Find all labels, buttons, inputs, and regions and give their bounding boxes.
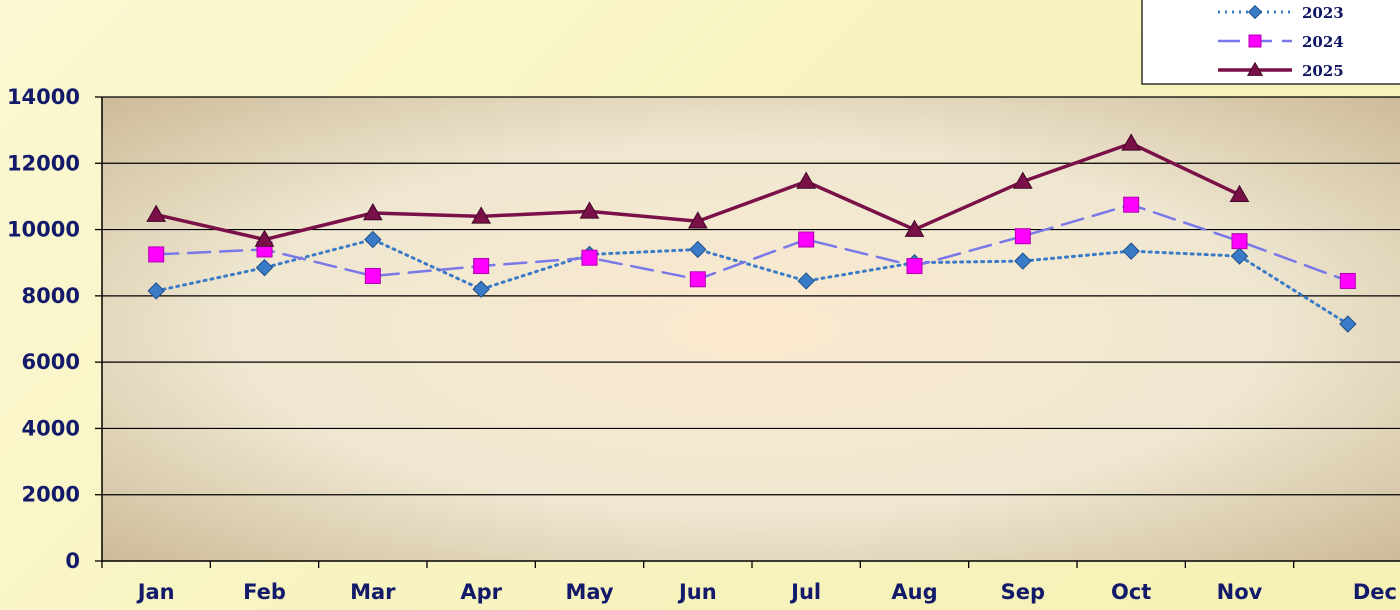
data-point-2025 (1121, 133, 1142, 151)
data-point-2023 (1014, 252, 1032, 270)
data-point-2025 (1012, 171, 1033, 189)
y-tick-label: 4000 (22, 416, 80, 440)
data-point-2023 (472, 280, 490, 298)
y-tick-label: 8000 (22, 284, 80, 308)
y-tick-label: 14000 (7, 85, 80, 109)
data-point-2025 (579, 201, 600, 219)
legend: 2023 2024 2025 (1141, 0, 1400, 85)
data-point-2025 (904, 219, 925, 237)
data-point-2024 (689, 271, 706, 288)
axes (95, 96, 1400, 568)
gridlines (102, 96, 1400, 496)
legend-label-2023: 2023 (1302, 4, 1344, 22)
series-line-2023 (154, 238, 1350, 326)
legend-label-2024: 2024 (1302, 33, 1344, 51)
x-tick-label: Sep (1001, 580, 1045, 604)
data-point-2025 (254, 229, 275, 247)
data-point-2025 (471, 206, 492, 224)
data-point-2024 (148, 246, 165, 263)
data-point-2024 (1014, 228, 1031, 245)
data-point-2025 (1229, 184, 1250, 203)
data-point-2025 (796, 171, 817, 189)
plot-area (102, 97, 1400, 561)
series-2024 (148, 196, 1356, 289)
data-point-2025 (362, 202, 383, 221)
data-point-2024 (1339, 272, 1356, 289)
y-axis-tick-labels: 0 2000 4000 6000 8000 10000 12000 14000 (7, 85, 80, 573)
data-point-2023 (147, 282, 165, 300)
data-point-2024 (1123, 196, 1140, 213)
legend-label-2025: 2025 (1302, 62, 1344, 80)
data-point-2023 (1339, 315, 1357, 333)
series-line-2024 (154, 203, 1350, 283)
data-point-2023 (364, 230, 382, 249)
data-point-2025 (146, 204, 167, 222)
data-point-2024 (798, 231, 815, 248)
x-axis-tick-labels: Jan Feb Mar Apr May Jun Jul Aug Sep Oct Nov Dec (136, 580, 1397, 604)
x-tick-label: Apr (460, 580, 502, 604)
legend-marker-2024 (1248, 34, 1262, 48)
x-tick-label: Jun (677, 580, 717, 604)
x-tick-label: Jul (789, 580, 821, 604)
x-tick-label: Dec (1353, 580, 1397, 604)
series-group (146, 133, 1357, 333)
data-point-2024 (906, 258, 923, 275)
y-tick-label: 10000 (7, 218, 80, 242)
x-tick-label: Nov (1217, 580, 1263, 604)
data-point-2024 (581, 249, 598, 266)
data-point-2023 (1230, 247, 1249, 265)
data-point-2024 (1231, 233, 1248, 250)
data-point-2023 (255, 258, 274, 277)
legend-marker-2025 (1246, 61, 1264, 76)
x-tick-label: May (565, 580, 613, 604)
x-tick-label: Mar (350, 580, 396, 604)
series-2025 (146, 133, 1250, 247)
legend-marker-2023 (1247, 4, 1263, 20)
data-point-2024 (364, 267, 381, 284)
data-point-2025 (687, 211, 708, 229)
y-tick-label: 0 (65, 549, 80, 573)
data-point-2023 (689, 240, 707, 259)
data-point-2023 (1122, 242, 1140, 260)
data-point-2023 (797, 272, 815, 290)
x-tick-label: Feb (243, 580, 286, 604)
x-tick-label: Aug (891, 580, 937, 604)
y-tick-label: 6000 (22, 350, 80, 374)
y-tick-label: 2000 (22, 483, 80, 507)
y-tick-label: 12000 (7, 151, 80, 175)
x-tick-label: Jan (136, 580, 175, 604)
x-tick-label: Oct (1111, 580, 1151, 604)
data-point-2024 (473, 258, 490, 275)
